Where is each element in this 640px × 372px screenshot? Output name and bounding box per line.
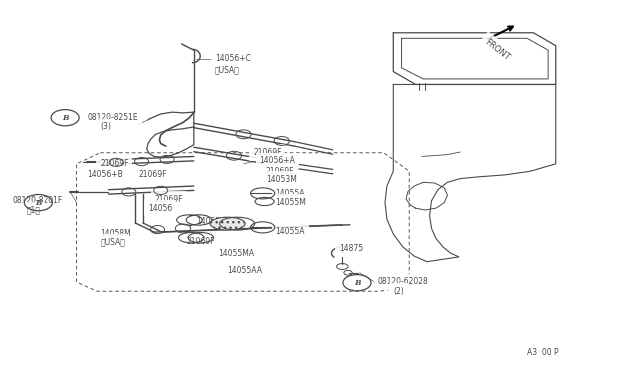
Text: 14056: 14056	[148, 203, 172, 213]
Text: 21069F: 21069F	[253, 148, 282, 157]
Text: 14875: 14875	[339, 244, 364, 253]
Text: 14055M: 14055M	[275, 198, 307, 207]
Text: 14055A: 14055A	[275, 189, 305, 198]
Ellipse shape	[210, 217, 245, 230]
Text: 14055AA: 14055AA	[228, 266, 262, 275]
Text: 21069F: 21069F	[138, 170, 167, 179]
Text: (2): (2)	[394, 287, 404, 296]
Text: B: B	[62, 114, 68, 122]
Text: 08120-8201F: 08120-8201F	[13, 196, 63, 205]
Text: 14058M: 14058M	[100, 230, 131, 238]
Text: 08120-8251E: 08120-8251E	[88, 113, 138, 122]
Text: B: B	[35, 199, 42, 206]
Text: 08120-62028: 08120-62028	[378, 278, 428, 286]
Text: 21069F: 21069F	[100, 159, 129, 169]
Text: 21069F: 21069F	[154, 195, 183, 204]
Text: 14055AA: 14055AA	[196, 217, 231, 225]
Text: 〈USA〉: 〈USA〉	[100, 238, 125, 247]
Text: 14056+C: 14056+C	[215, 54, 251, 63]
Text: 14056+B: 14056+B	[88, 170, 123, 179]
Text: 14056+A: 14056+A	[259, 156, 295, 166]
Text: A3  00 P: A3 00 P	[527, 347, 559, 357]
Text: 、1。: 、1。	[27, 205, 41, 215]
Text: (3): (3)	[100, 122, 111, 131]
Text: 〈USA〉: 〈USA〉	[215, 65, 240, 74]
Text: FRONT: FRONT	[483, 37, 511, 62]
Text: 21069F: 21069F	[266, 167, 294, 176]
Text: 14053M: 14053M	[266, 175, 297, 184]
Text: 14055A: 14055A	[275, 227, 305, 235]
Text: 21069F: 21069F	[186, 237, 214, 246]
Text: B: B	[354, 279, 360, 287]
Text: 14055MA: 14055MA	[218, 249, 254, 258]
